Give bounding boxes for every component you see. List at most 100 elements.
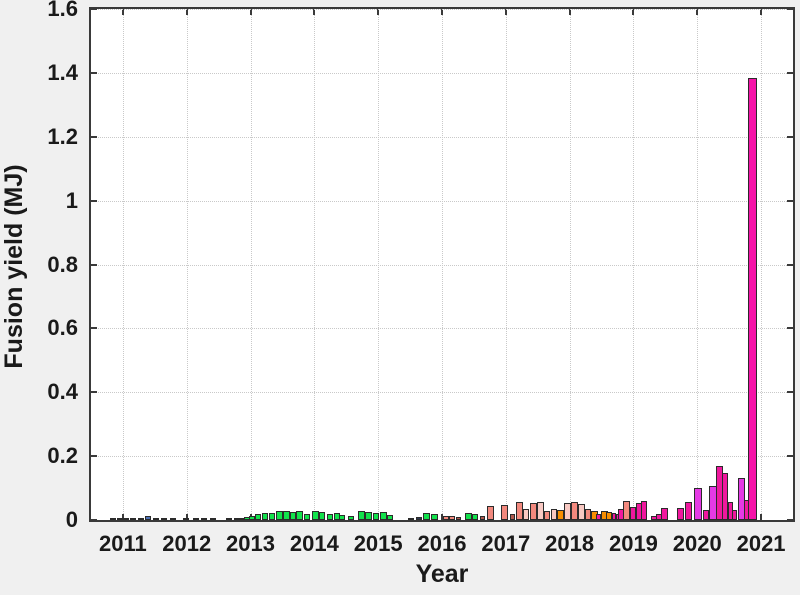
bar xyxy=(557,510,565,520)
bar xyxy=(442,516,449,520)
bar xyxy=(747,77,757,520)
x-tick-label: 2011 xyxy=(99,531,147,556)
x-tick-label: 2012 xyxy=(162,531,212,556)
bar xyxy=(255,513,262,520)
bar xyxy=(339,514,346,520)
bar xyxy=(200,518,207,520)
x-tick-mark xyxy=(441,514,443,520)
bar xyxy=(448,515,455,520)
bar xyxy=(319,512,326,520)
y-tick-mark xyxy=(787,135,793,138)
gridline-horizontal xyxy=(91,136,793,138)
y-tick-label: 1.4 xyxy=(47,59,78,85)
y-tick-mark xyxy=(91,327,97,330)
y-tick-mark xyxy=(787,263,793,266)
y-tick-mark xyxy=(91,199,97,202)
x-tick-label: 2013 xyxy=(226,531,276,556)
bar xyxy=(130,518,137,520)
bar xyxy=(661,507,669,520)
x-tick-mark xyxy=(568,9,571,15)
bar xyxy=(431,513,439,520)
x-tick-label: 2015 xyxy=(353,531,403,556)
bar xyxy=(283,511,291,520)
x-tick-mark xyxy=(377,9,380,15)
bar xyxy=(693,488,702,520)
bar xyxy=(737,478,745,520)
bar xyxy=(708,486,717,520)
x-tick-label: 2016 xyxy=(417,531,467,556)
bar xyxy=(479,516,485,520)
bar xyxy=(501,505,509,520)
bar xyxy=(116,518,123,520)
bar xyxy=(183,518,190,520)
y-tick-mark xyxy=(787,455,793,458)
bar xyxy=(423,512,431,520)
x-tick-mark xyxy=(760,9,763,15)
x-tick-label: 2019 xyxy=(608,531,658,556)
bar xyxy=(515,502,523,520)
y-tick-mark xyxy=(787,8,793,10)
gridline-horizontal xyxy=(91,328,793,330)
y-tick-label: 0.2 xyxy=(47,443,78,469)
bar xyxy=(348,515,355,520)
y-tick-label: 1.2 xyxy=(47,123,78,149)
x-tick-mark xyxy=(185,9,188,15)
gridline-horizontal xyxy=(91,264,793,266)
y-tick-label: 1 xyxy=(65,187,78,213)
bar xyxy=(722,472,729,520)
y-tick-label: 0.4 xyxy=(47,379,78,405)
y-tick-label: 1.6 xyxy=(47,0,78,21)
bar xyxy=(622,501,630,520)
bar xyxy=(509,513,515,520)
bar xyxy=(123,518,130,520)
x-tick-mark xyxy=(121,9,124,15)
bar xyxy=(290,512,297,520)
x-axis-label: Year xyxy=(415,560,469,588)
y-tick-mark xyxy=(91,8,97,10)
bar xyxy=(702,510,709,520)
y-tick-label: 0.8 xyxy=(47,251,78,277)
y-tick-mark xyxy=(787,71,793,74)
y-tick-mark xyxy=(91,391,97,394)
x-tick-mark xyxy=(441,9,443,15)
y-tick-mark xyxy=(787,199,793,202)
bar xyxy=(358,511,366,520)
gridline-horizontal xyxy=(91,72,793,74)
bar xyxy=(209,518,216,520)
y-tick-mark xyxy=(91,519,97,521)
bar xyxy=(365,511,373,520)
bar xyxy=(676,507,684,520)
y-tick-mark xyxy=(787,391,793,394)
bar xyxy=(225,518,232,520)
bar xyxy=(192,518,199,520)
y-tick-label: 0.6 xyxy=(47,315,78,341)
x-tick-label: 2018 xyxy=(545,531,595,556)
bar xyxy=(564,503,572,520)
x-tick-label: 2020 xyxy=(672,531,722,556)
y-tick-mark xyxy=(787,327,793,330)
bar xyxy=(529,503,537,520)
bar xyxy=(536,502,544,520)
bar xyxy=(456,516,462,520)
gridline-horizontal xyxy=(91,392,793,394)
y-tick-label: 0 xyxy=(65,507,78,532)
y-tick-mark xyxy=(91,455,97,458)
y-tick-mark xyxy=(91,71,97,74)
x-tick-mark xyxy=(121,514,124,520)
x-tick-label: 2014 xyxy=(289,531,339,556)
bar xyxy=(233,518,240,520)
x-tick-mark xyxy=(696,9,699,15)
bar xyxy=(110,518,117,520)
bar xyxy=(685,502,693,520)
x-tick-mark xyxy=(185,514,188,520)
bar xyxy=(641,501,648,520)
bar xyxy=(249,515,256,520)
bar xyxy=(387,514,394,520)
y-tick-mark xyxy=(787,519,793,521)
bar xyxy=(551,508,558,520)
y-tick-mark xyxy=(91,135,97,138)
bar xyxy=(326,513,333,520)
bar xyxy=(333,512,340,520)
bar xyxy=(407,518,414,520)
